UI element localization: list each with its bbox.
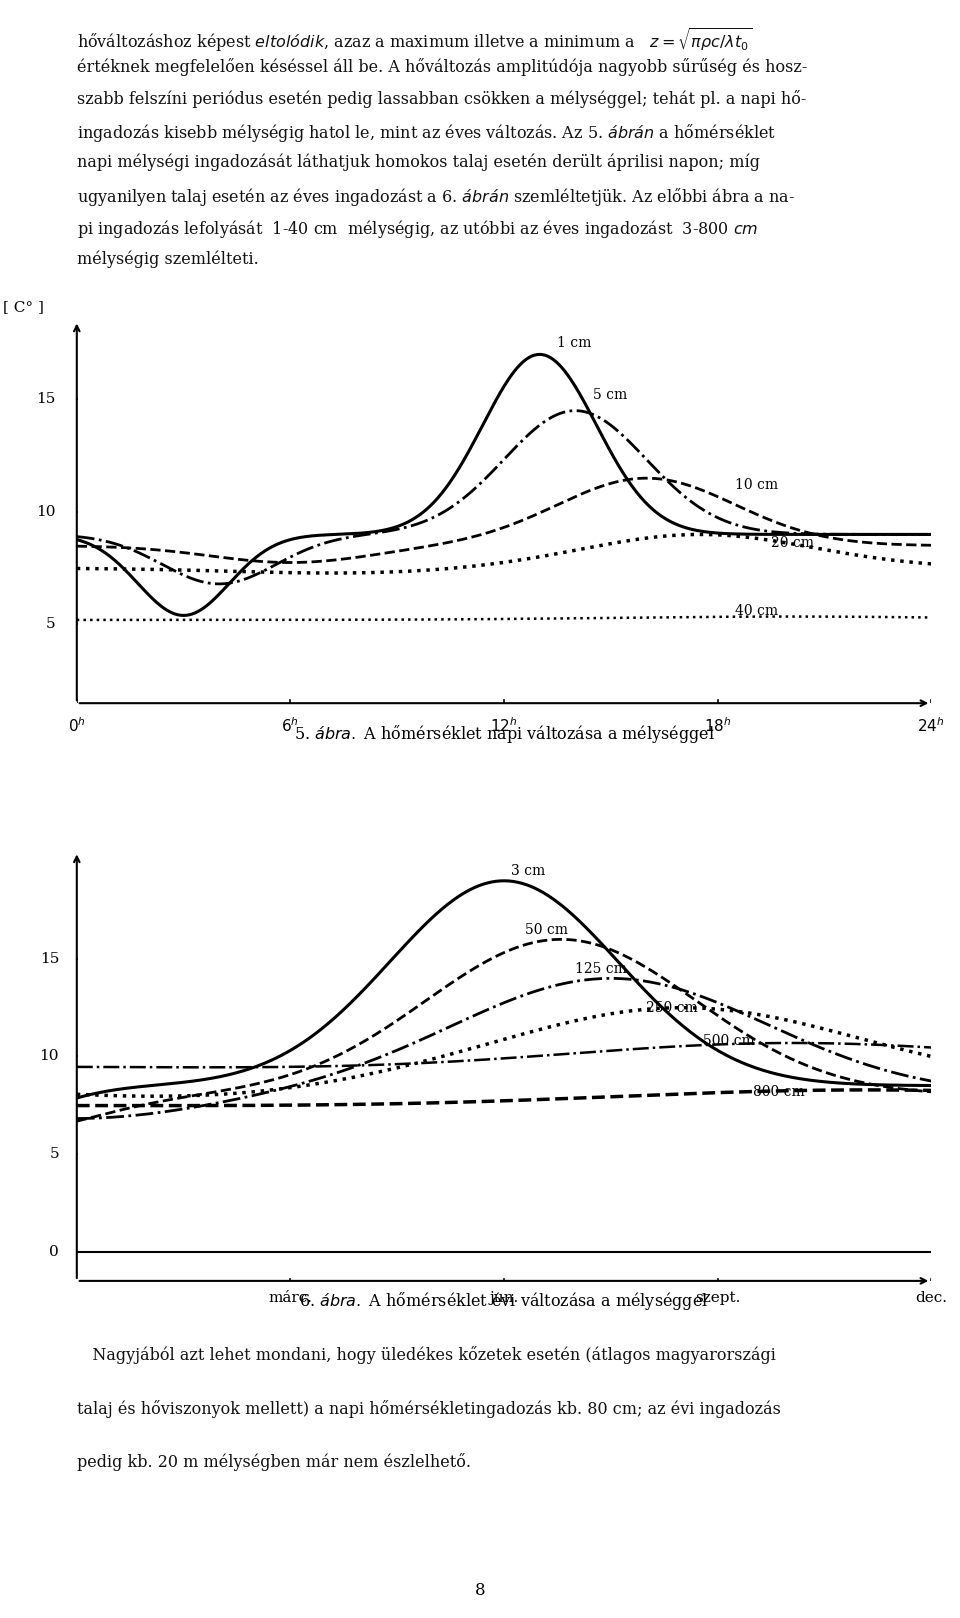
- Text: 20 cm: 20 cm: [771, 537, 814, 550]
- Text: 5 cm: 5 cm: [593, 388, 627, 401]
- Text: hőváltozáshoz képest $\it{eltolódik}$, azaz a maximum illetve a minimum a   $z=\: hőváltozáshoz képest $\it{eltolódik}$, a…: [77, 26, 752, 53]
- Text: dec.: dec.: [915, 1291, 948, 1304]
- Text: 5: 5: [46, 618, 56, 631]
- Text: 50 cm: 50 cm: [525, 922, 568, 937]
- Text: 0: 0: [49, 1244, 59, 1259]
- Text: Nagyjából azt lehet mondani, hogy üledékes kőzetek esetén (átlagos magyarországi: Nagyjából azt lehet mondani, hogy üledék…: [77, 1346, 776, 1364]
- Text: $24^h$: $24^h$: [918, 717, 945, 736]
- Text: ugyanilyen talaj esetén az éves ingadozást a 6. $\it{ábrán}$ szemléltetjük. Az e: ugyanilyen talaj esetén az éves ingadozá…: [77, 186, 795, 209]
- Text: 10: 10: [39, 1050, 59, 1063]
- Text: 10: 10: [36, 505, 56, 519]
- Text: pi ingadozás lefolyását  1-40 cm  mélységig, az utóbbi az éves ingadozást  3-800: pi ingadozás lefolyását 1-40 cm mélységi…: [77, 218, 758, 239]
- Text: $0^h$: $0^h$: [68, 717, 85, 736]
- Text: $6^h$: $6^h$: [281, 717, 300, 736]
- Text: jun.: jun.: [490, 1291, 518, 1304]
- Text: 15: 15: [39, 951, 59, 966]
- Text: 3 cm: 3 cm: [511, 864, 545, 879]
- Text: 5: 5: [49, 1147, 59, 1162]
- Text: értéknek megfelelően késéssel áll be. A hőváltozás amplitúdója nagyobb sűrűség é: értéknek megfelelően késéssel áll be. A …: [77, 58, 807, 76]
- Text: $12^h$: $12^h$: [491, 717, 517, 736]
- Text: T [ C° ]: T [ C° ]: [0, 299, 43, 314]
- Text: pedig kb. 20 m mélységben már nem észlelhető.: pedig kb. 20 m mélységben már nem észlel…: [77, 1453, 470, 1471]
- Text: márc.: márc.: [269, 1291, 312, 1304]
- Text: 500 cm: 500 cm: [704, 1034, 756, 1048]
- Text: 5. $\it{ábra.}$ A hőmérséklet napi változása a mélységgel: 5. $\it{ábra.}$ A hőmérséklet napi válto…: [294, 723, 714, 746]
- Text: napi mélységi ingadozását láthatjuk homokos talaj esetén derült áprilisi napon; : napi mélységi ingadozását láthatjuk homo…: [77, 154, 759, 172]
- Text: ingadozás kisebb mélységig hatol le, mint az éves változás. Az 5. $\it{ábrán}$ a: ingadozás kisebb mélységig hatol le, min…: [77, 121, 776, 144]
- Text: 6. $\it{ábra.}$ A hőmérséklet évi változása a mélységgel: 6. $\it{ábra.}$ A hőmérséklet évi változ…: [300, 1290, 708, 1312]
- Text: 1 cm: 1 cm: [558, 337, 591, 349]
- Text: szept.: szept.: [695, 1291, 740, 1304]
- Text: 40 cm: 40 cm: [735, 604, 779, 618]
- Text: szabb felszíni periódus esetén pedig lassabban csökken a mélységgel; tehát pl. a: szabb felszíni periódus esetén pedig las…: [77, 91, 806, 108]
- Text: 250 cm: 250 cm: [646, 1000, 698, 1014]
- Text: 800 cm: 800 cm: [754, 1084, 804, 1099]
- Text: 10 cm: 10 cm: [735, 477, 779, 492]
- Text: 15: 15: [36, 393, 56, 406]
- Text: $18^h$: $18^h$: [704, 717, 732, 736]
- Text: 125 cm: 125 cm: [575, 961, 627, 976]
- Text: mélységig szemlélteti.: mélységig szemlélteti.: [77, 251, 258, 267]
- Text: talaj és hőviszonyok mellett) a napi hőmérsékletingadozás kb. 80 cm; az évi inga: talaj és hőviszonyok mellett) a napi hőm…: [77, 1400, 780, 1417]
- Text: 8: 8: [474, 1581, 486, 1599]
